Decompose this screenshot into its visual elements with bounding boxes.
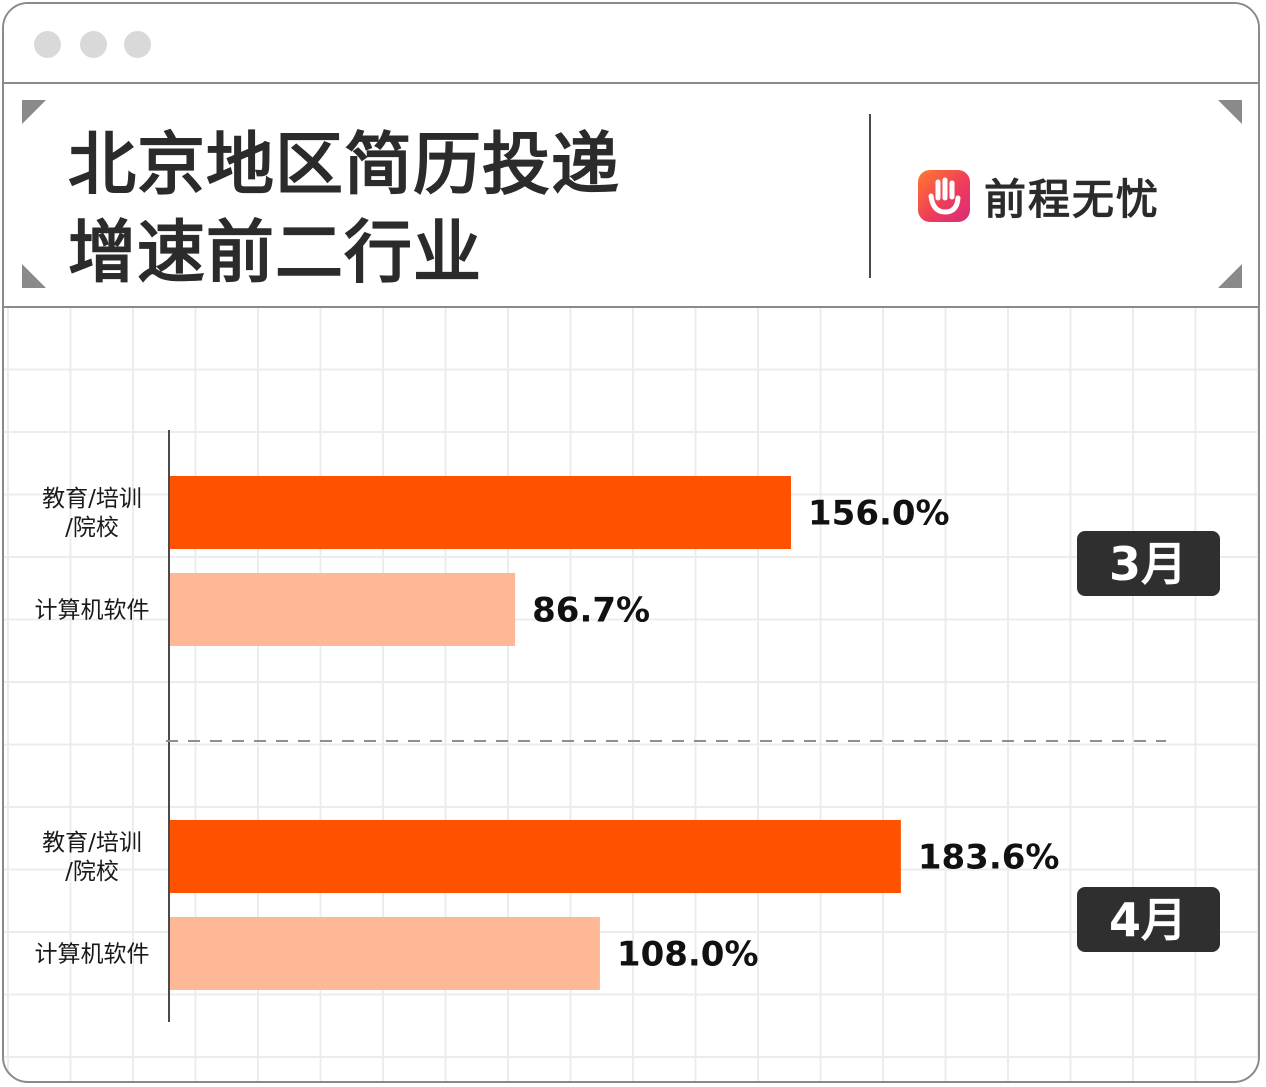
bar [170,476,791,549]
page-title: 北京地区简历投递 增速前二行业 [68,122,620,298]
window-minimize-dot[interactable] [80,31,107,58]
corner-bottom-right-icon [1218,264,1242,288]
category-label: /院校 [65,859,119,885]
month-badge-label: 4月 [1109,893,1187,947]
month-badge [1077,887,1220,952]
month-badge-label: 3月 [1109,537,1187,591]
category-label: 教育/培训 [42,486,142,512]
brand-logo: 前程无忧 [918,168,1160,224]
hand-logo-icon [918,170,970,222]
category-label: 计算机软件 [35,598,150,624]
bar [170,917,600,990]
title-line-2: 增速前二行业 [68,214,483,293]
header-divider [869,114,871,278]
window-maximize-dot[interactable] [124,31,151,58]
value-label: 108.0% [617,935,759,975]
window-titlebar [4,4,1258,84]
window-close-dot[interactable] [34,31,61,58]
bar [170,573,516,646]
title-line-1: 北京地区简历投递 [68,126,621,205]
month-badge [1077,531,1220,596]
brand-name: 前程无忧 [984,174,1161,224]
bar [170,820,901,893]
category-label: 计算机软件 [35,942,150,968]
category-label: 教育/培训 [42,830,142,856]
header-banner: 北京地区简历投递 增速前二行业 前程无忧 [4,84,1258,308]
corner-top-left-icon [22,100,46,124]
category-label: /院校 [65,515,119,541]
value-label: 183.6% [918,838,1060,878]
corner-top-right-icon [1218,100,1242,124]
value-label: 86.7% [532,591,650,631]
value-label: 156.0% [808,494,950,534]
corner-bottom-left-icon [22,264,46,288]
